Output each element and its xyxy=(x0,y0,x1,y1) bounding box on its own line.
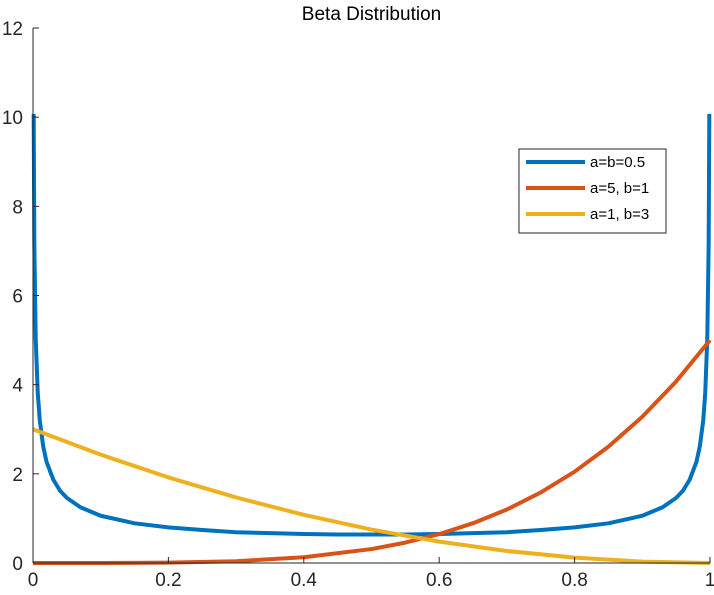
series-line-2 xyxy=(32,338,712,565)
y-tick-label: 12 xyxy=(2,19,23,40)
legend-label-2: a=5, b=1 xyxy=(590,180,649,197)
x-tick-label: 0 xyxy=(28,570,39,591)
y-tick-label: 2 xyxy=(12,465,23,486)
x-ticks: 0 0.2 0.4 0.6 0.8 1 xyxy=(28,557,714,591)
y-ticks: 0 2 4 6 8 10 12 xyxy=(2,19,39,575)
y-tick-label: 10 xyxy=(2,108,23,129)
legend-label-3: a=1, b=3 xyxy=(590,206,649,223)
axes xyxy=(32,28,710,564)
chart-title: Beta Distribution xyxy=(302,4,441,25)
y-tick-label: 4 xyxy=(12,376,23,397)
x-tick-label: 0.2 xyxy=(155,570,181,591)
x-tick-label: 1 xyxy=(705,570,714,591)
series-line-1 xyxy=(31,114,712,537)
x-tick-label: 0.8 xyxy=(561,570,587,591)
y-tick-label: 6 xyxy=(12,287,23,308)
y-tick-label: 8 xyxy=(12,197,23,218)
x-tick-label: 0.4 xyxy=(291,570,318,591)
y-tick-label: 0 xyxy=(12,554,23,575)
series-line-3 xyxy=(32,427,711,565)
plot-lines xyxy=(31,114,712,565)
legend: a=b=0.5 a=5, b=1 a=1, b=3 xyxy=(518,148,667,234)
legend-label-1: a=b=0.5 xyxy=(590,154,645,171)
x-tick-label: 0.6 xyxy=(426,570,452,591)
